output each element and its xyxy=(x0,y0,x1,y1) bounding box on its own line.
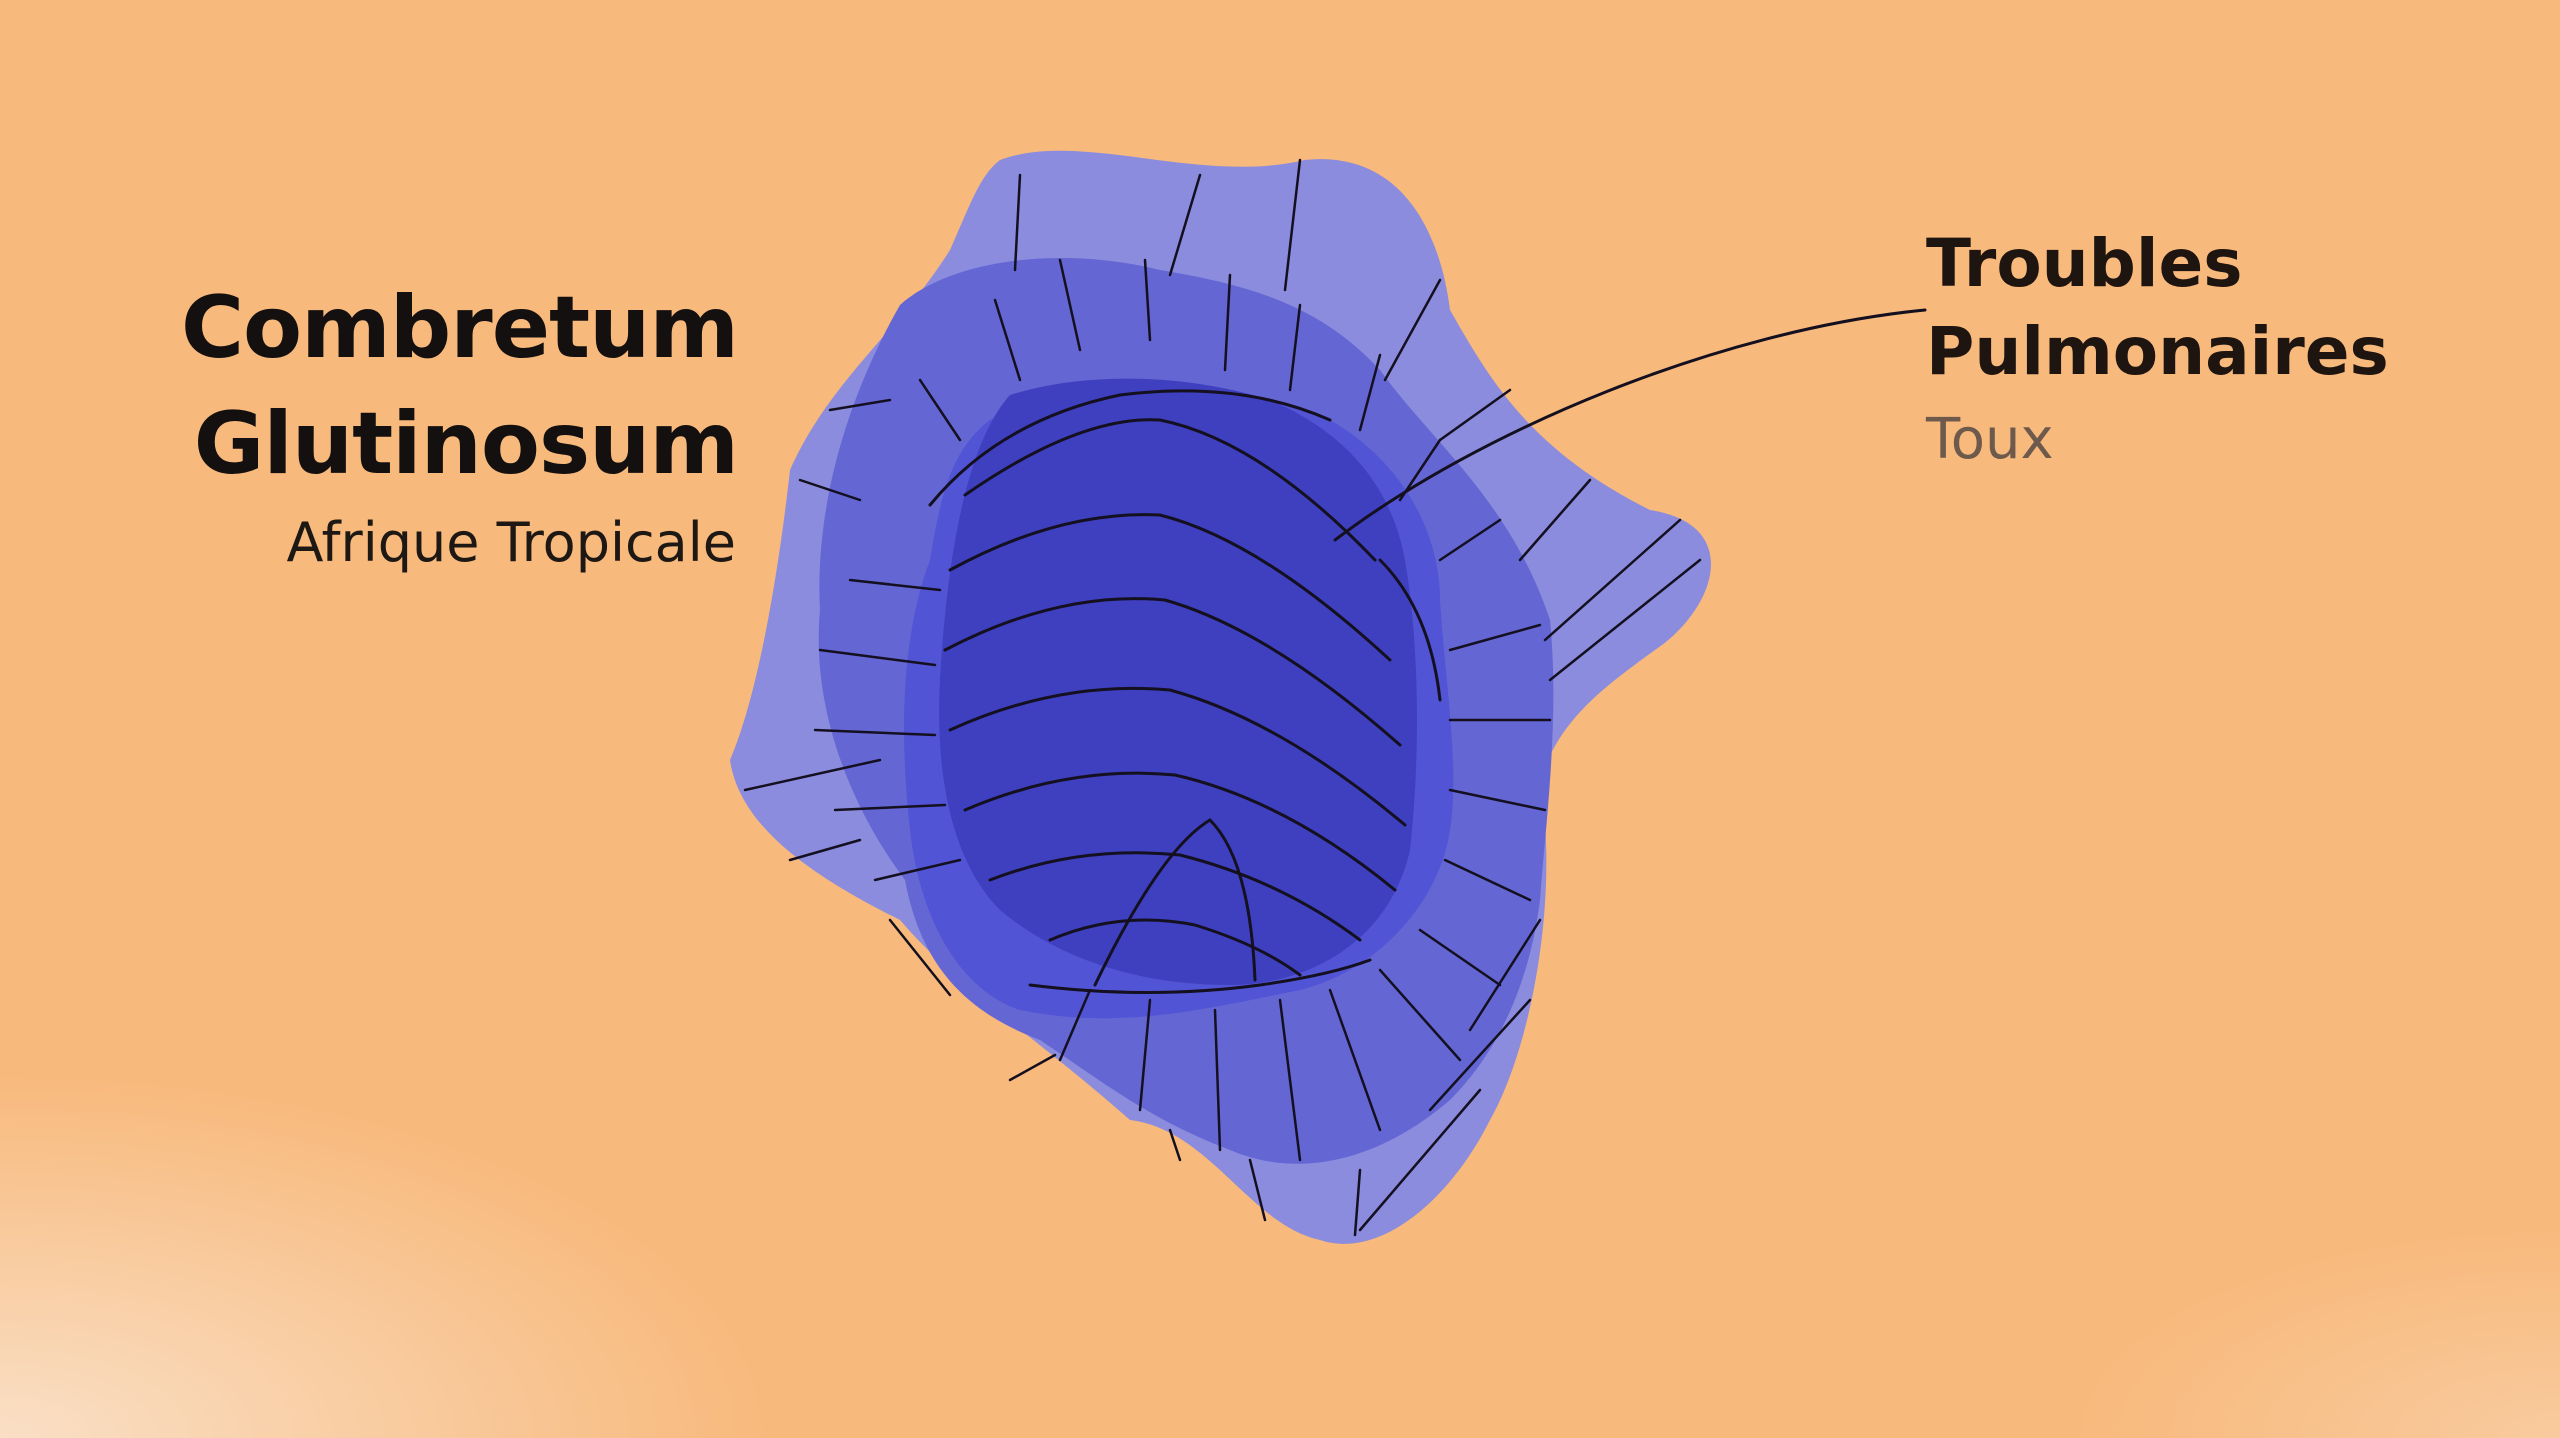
callout-leader-line xyxy=(1333,308,1927,542)
inner-layer-lines xyxy=(928,389,1442,994)
plant-region: Afrique Tropicale xyxy=(286,511,736,574)
use-title-line-1: Troubles xyxy=(1926,225,2243,302)
use-detail: Toux xyxy=(1926,407,2054,472)
core-chevron-lines xyxy=(943,418,1407,987)
plant-name: Combretum Glutinosum xyxy=(180,270,739,502)
plant-name-line-2: Glutinosum xyxy=(193,394,739,494)
core-shape xyxy=(939,378,1417,985)
plant-name-line-1: Combretum xyxy=(180,278,739,378)
outer-layer-radial-lines xyxy=(743,158,1702,1237)
middle-layer-radial-lines xyxy=(813,258,1552,1162)
use-title-line-2: Pulmonaires xyxy=(1926,313,2389,390)
use-title: Troubles Pulmonaires xyxy=(1926,220,2389,396)
